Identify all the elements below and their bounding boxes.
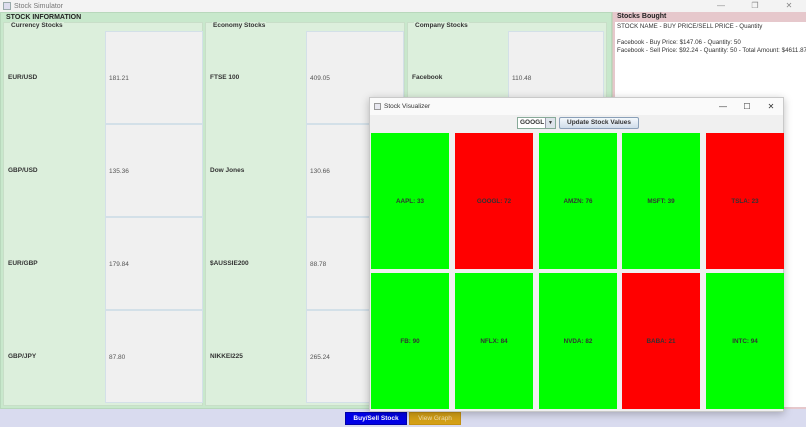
bought-line: Facebook - Buy Price: $147.06 - Quantity… <box>617 39 741 46</box>
stock-tile-baba: BABA: 21 <box>622 273 700 409</box>
minimize-icon[interactable]: — <box>719 102 727 111</box>
visualizer-window-controls: — ☐ ✕ <box>711 98 783 115</box>
stock-select-dropdown[interactable]: GOOGL ▼ <box>517 117 556 129</box>
visualizer-titlebar[interactable]: Stock Visualizer — ☐ ✕ <box>370 98 783 115</box>
main-titlebar: Stock Simulator — ❐ ✕ <box>0 0 806 12</box>
visualizer-title: Stock Visualizer <box>384 103 431 110</box>
stock-value: 88.78 <box>310 261 327 268</box>
stock-information-panel: STOCK INFORMATION Currency Stocks EUR/US… <box>0 12 612 409</box>
maximize-icon[interactable]: ☐ <box>743 102 751 111</box>
group-label: Company Stocks <box>414 22 469 29</box>
stock-name: Facebook <box>412 74 443 81</box>
stock-value: 135.36 <box>109 168 129 175</box>
stock-tile-fb: FB: 90 <box>371 273 449 409</box>
stock-value-box: 87.80 <box>105 310 203 403</box>
stock-value: 87.80 <box>109 354 126 361</box>
group-label: Economy Stocks <box>212 22 267 29</box>
java-app-icon <box>3 2 11 10</box>
bought-line: STOCK NAME - BUY PRICE/SELL PRICE - Quan… <box>617 23 763 30</box>
stock-visualizer-window: Stock Visualizer — ☐ ✕ GOOGL ▼ Update St… <box>369 97 784 412</box>
stock-name: Dow Jones <box>210 167 245 174</box>
stock-name: EUR/USD <box>8 74 38 81</box>
stock-value: 110.48 <box>512 75 532 82</box>
stock-name: FTSE 100 <box>210 74 240 81</box>
window-title: Stock Simulator <box>14 2 64 10</box>
stock-name: NIKKEI225 <box>210 353 243 360</box>
stock-information-header: STOCK INFORMATION <box>6 14 82 21</box>
stock-tile-msft: MSFT: 39 <box>622 133 700 269</box>
restore-icon[interactable]: ❐ <box>751 1 759 10</box>
stocks-bought-header: Stocks Bought <box>617 13 667 20</box>
stock-value: 179.84 <box>109 261 129 268</box>
stock-row: GBP/USD 135.36 <box>4 124 203 217</box>
update-stock-values-button[interactable]: Update Stock Values <box>559 117 639 129</box>
group-label: Currency Stocks <box>10 22 64 29</box>
close-icon[interactable]: ✕ <box>785 1 793 10</box>
stock-row: EUR/USD 181.21 <box>4 31 203 124</box>
stock-row: GBP/JPY 87.80 <box>4 310 203 403</box>
stock-tile-amzn: AMZN: 76 <box>539 133 617 269</box>
stock-tile-nflx: NFLX: 84 <box>455 273 533 409</box>
stock-tile-aapl: AAPL: 33 <box>371 133 449 269</box>
currency-stocks-group: Currency Stocks EUR/USD 181.21 GBP/USD 1… <box>3 22 203 406</box>
close-icon[interactable]: ✕ <box>767 102 775 111</box>
stock-value: 181.21 <box>109 75 129 82</box>
stock-name: GBP/USD <box>8 167 38 174</box>
bought-line-blank <box>617 31 804 39</box>
stock-value: 265.24 <box>310 354 330 361</box>
chevron-down-icon[interactable]: ▼ <box>545 118 555 128</box>
selected-stock: GOOGL <box>520 119 545 126</box>
stock-tile-googl: GOOGL: 72 <box>455 133 533 269</box>
visualizer-toolbar: GOOGL ▼ Update Stock Values <box>370 115 783 130</box>
stock-tile-nvda: NVDA: 82 <box>539 273 617 409</box>
window-controls: — ❐ ✕ <box>704 0 806 12</box>
stock-value: 409.05 <box>310 75 330 82</box>
minimize-icon[interactable]: — <box>717 1 725 10</box>
stock-name: EUR/GBP <box>8 260 38 267</box>
stock-row: EUR/GBP 179.84 <box>4 217 203 310</box>
stock-tile-intc: INTC: 94 <box>706 273 784 409</box>
view-graph-button[interactable]: View Graph <box>409 412 461 425</box>
stock-value: 130.66 <box>310 168 330 175</box>
stock-value-box: 179.84 <box>105 217 203 310</box>
buy-sell-stock-button[interactable]: Buy/Sell Stock <box>345 412 407 425</box>
bought-line: Facebook - Sell Price: $92.24 - Quantity… <box>617 47 806 54</box>
stock-value-box: 181.21 <box>105 31 203 124</box>
stock-value-box: 135.36 <box>105 124 203 217</box>
stock-name: GBP/JPY <box>8 353 37 360</box>
stock-name: $AUSSIE200 <box>210 260 249 267</box>
java-app-icon <box>374 103 381 110</box>
stock-tile-tsla: TSLA: 23 <box>706 133 784 269</box>
